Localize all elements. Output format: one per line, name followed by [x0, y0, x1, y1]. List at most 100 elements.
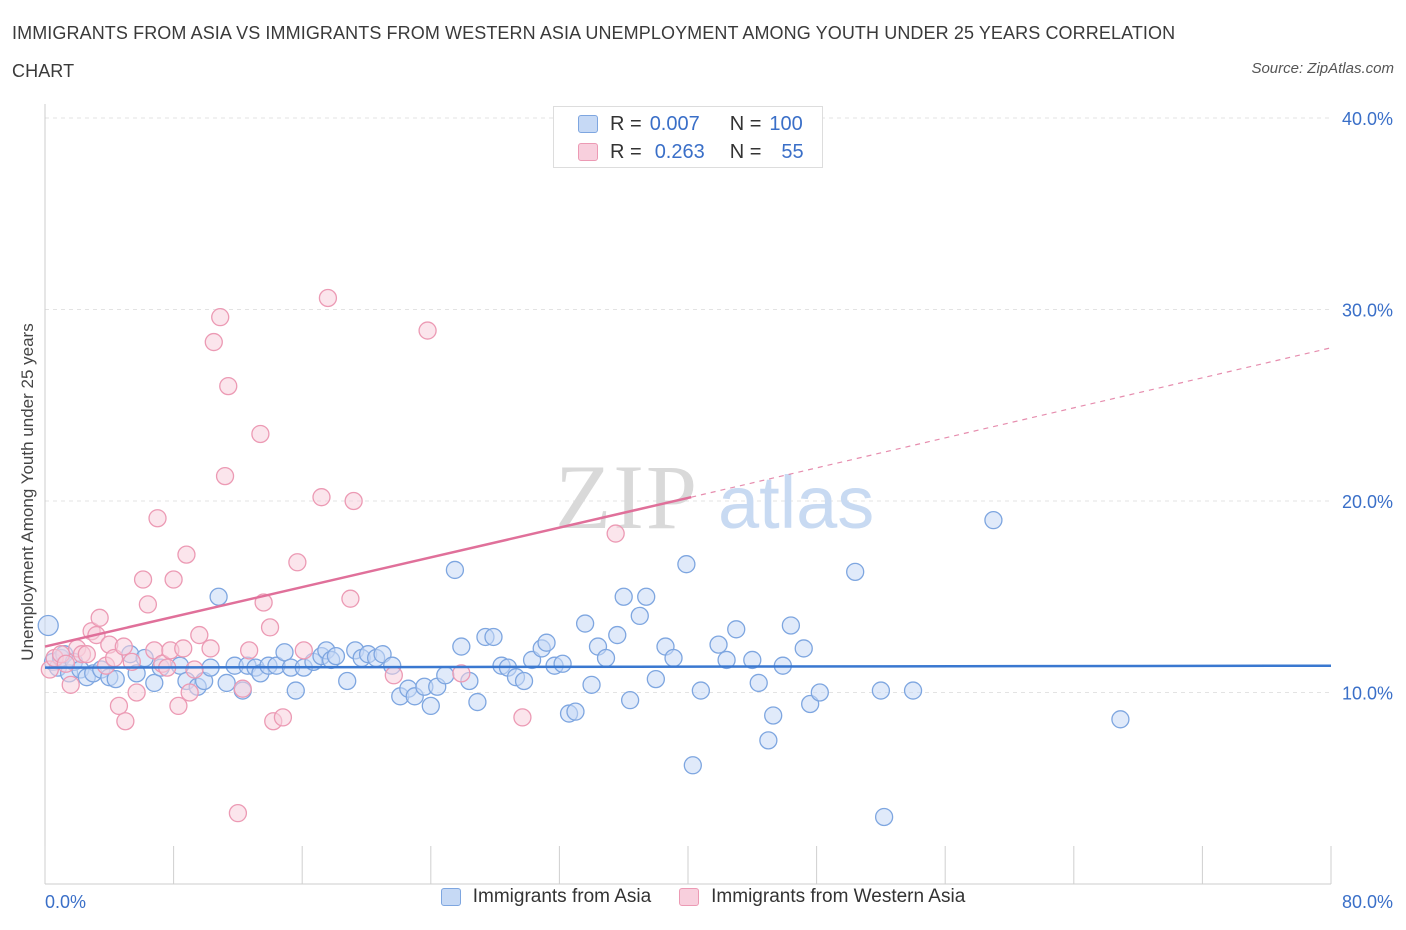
western-asia-point [294, 641, 313, 660]
western-asia-point [384, 666, 403, 685]
source-label: Source: ZipAtlas.com [1251, 60, 1394, 77]
asia-point [553, 654, 572, 673]
asia-swatch [578, 115, 598, 133]
western-asia-point [90, 608, 109, 627]
western-asia-point [177, 545, 196, 564]
western-asia-point [122, 652, 141, 672]
watermark: ZIP atlas [555, 446, 874, 548]
western-asia-point [233, 679, 252, 698]
watermark-atlas: atlas [718, 461, 874, 544]
asia-point [217, 673, 236, 693]
asia-point [637, 587, 656, 606]
asia-point [608, 625, 627, 645]
asia-point [677, 555, 696, 574]
asia-point [436, 666, 455, 685]
asia-point [764, 706, 783, 725]
n-value-western-asia: 55 [781, 140, 804, 163]
western-asia-point [201, 639, 220, 658]
asia-point [874, 807, 894, 827]
western-asia-point [219, 376, 238, 396]
asia-point [709, 635, 728, 654]
western-asia-point [138, 595, 158, 614]
asia-point [37, 614, 59, 637]
asia-point [338, 671, 357, 691]
asia-point [566, 702, 585, 721]
x-tick-label: 0.0% [45, 892, 86, 912]
asia-point [984, 511, 1003, 530]
x-ticks [44, 846, 1332, 884]
western-asia-point [513, 708, 532, 727]
y-tick-label: 40.0% [1342, 109, 1393, 129]
y-tick-label: 20.0% [1342, 492, 1393, 512]
asia-swatch [440, 888, 461, 906]
western-asia-point [185, 660, 204, 679]
asia-point [620, 691, 640, 710]
asia-point [145, 673, 164, 693]
western-asia-point [211, 308, 230, 327]
legend-item-asia[interactable]: Immigrants from Asia [440, 886, 651, 908]
asia-point [903, 681, 923, 700]
asia-point [582, 675, 601, 694]
asia-point [452, 637, 471, 656]
chart-title: IMMIGRANTS FROM ASIA VS IMMIGRANTS FROM … [12, 23, 1176, 81]
western-asia-point [190, 625, 209, 645]
western-asia-point [318, 288, 338, 308]
western-asia-point [148, 509, 167, 528]
western-asia-point [288, 553, 307, 572]
asia-point [810, 683, 829, 702]
asia-point [717, 650, 736, 670]
western-asia-point [251, 424, 270, 444]
western-asia-point [180, 683, 199, 702]
western-asia-point [204, 332, 223, 352]
series-western-asia-points [40, 288, 625, 823]
asia-point [514, 671, 534, 691]
western-asia-swatch [679, 888, 700, 906]
asia-point [286, 681, 305, 700]
western-asia-point [228, 803, 248, 823]
asia-point [749, 673, 768, 693]
watermark-zip: ZIP [555, 446, 699, 548]
western-asia-point [273, 708, 293, 727]
asia-point [445, 560, 465, 580]
western-asia-point [133, 570, 153, 589]
asia-point [759, 731, 778, 750]
western-asia-point [341, 589, 360, 608]
r-label: R = [610, 140, 642, 163]
asia-point [106, 669, 125, 689]
asia-point [664, 648, 683, 668]
western-asia-point [215, 466, 235, 486]
western-asia-point [114, 637, 133, 656]
y-tick-label: 10.0% [1342, 684, 1393, 704]
legend-item-western-asia[interactable]: Immigrants from Western Asia [679, 886, 965, 908]
western-asia-point [61, 675, 80, 694]
y-tick-labels: 10.0% 20.0% 30.0% 40.0% [1342, 109, 1393, 704]
asia-point [846, 562, 865, 582]
western-asia-point [312, 488, 331, 507]
n-value-asia: 100 [769, 112, 803, 135]
western-asia-point [452, 664, 471, 683]
western-asia-point [344, 491, 363, 511]
western-asia-point [127, 683, 146, 702]
asia-point [575, 614, 595, 633]
x-tick-label: 80.0% [1342, 892, 1393, 912]
western-asia-point [260, 618, 280, 637]
asia-point [484, 627, 503, 647]
stats-row-asia: R = 0.007 N = 100 [578, 111, 803, 137]
asia-point [326, 646, 346, 666]
trend-lines [44, 347, 1332, 669]
asia-point [646, 669, 665, 689]
asia-point [421, 696, 440, 716]
n-label: N = [729, 140, 762, 163]
asia-point [596, 648, 616, 668]
x-tick-labels: 0.0% 80.0% [45, 892, 1393, 912]
legend-label-western-asia: Immigrants from Western Asia [711, 886, 966, 907]
asia-point [691, 681, 711, 700]
asia-point [630, 606, 649, 626]
asia-point [871, 681, 891, 700]
western-asia-point [116, 712, 135, 731]
western-asia-point [164, 570, 183, 589]
asia-point [727, 620, 746, 639]
asia-point [468, 692, 487, 712]
stats-legend: R = 0.007 N = 100 R = 0.263 N = 55 [553, 106, 823, 168]
